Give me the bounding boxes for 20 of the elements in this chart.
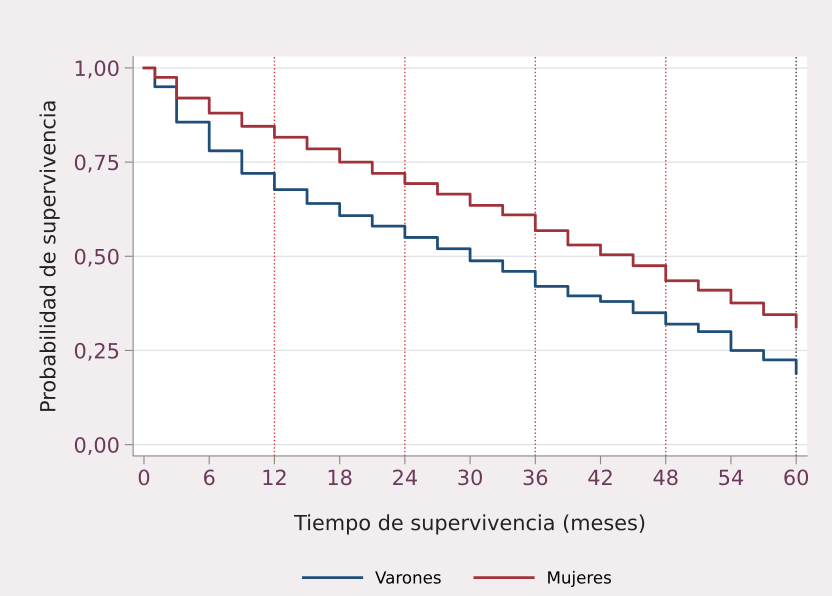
x-tick-label: 18 — [328, 470, 352, 486]
y-tick-label: 0,25 — [74, 342, 118, 361]
y-tick-label: 0,50 — [74, 248, 119, 267]
x-axis-title: Tiempo de supervivencia (meses) — [294, 514, 644, 534]
x-tick-label: 0 — [138, 470, 150, 486]
legend-label: Varones — [375, 571, 441, 584]
x-tick-label: 36 — [524, 470, 548, 486]
x-tick-label: 42 — [588, 470, 612, 485]
x-tick-label: 24 — [393, 470, 417, 485]
x-tick-label: 30 — [458, 470, 482, 486]
x-tick-label: 60 — [784, 470, 808, 486]
y-tick-label: 1,00 — [76, 60, 119, 78]
x-tick-label: 6 — [204, 470, 215, 486]
y-tick-label: 0,75 — [74, 154, 118, 172]
x-tick-label: 48 — [654, 470, 678, 486]
x-tick-label: 12 — [263, 470, 286, 485]
y-tick-label: 0,00 — [74, 437, 119, 455]
x-tick-label: 54 — [719, 470, 744, 486]
y-axis-title: Probabilidad de supervivencia — [39, 102, 60, 411]
legend-label: Mujeres — [548, 570, 611, 587]
